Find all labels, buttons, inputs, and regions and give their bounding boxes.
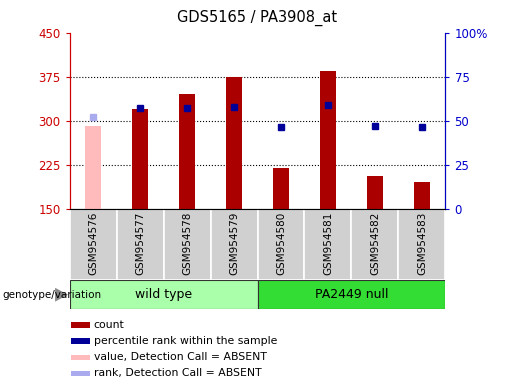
Bar <box>320 71 336 209</box>
Text: GSM954578: GSM954578 <box>182 212 192 275</box>
Text: count: count <box>94 320 125 330</box>
Bar <box>414 182 430 209</box>
Text: PA2449 null: PA2449 null <box>315 288 388 301</box>
Text: GSM954580: GSM954580 <box>276 212 286 275</box>
Bar <box>367 176 383 209</box>
Bar <box>71 323 90 328</box>
Bar <box>352 209 399 280</box>
Text: wild type: wild type <box>135 288 192 301</box>
Text: GDS5165 / PA3908_at: GDS5165 / PA3908_at <box>178 10 337 26</box>
Text: rank, Detection Call = ABSENT: rank, Detection Call = ABSENT <box>94 368 261 379</box>
Bar <box>258 280 445 309</box>
Text: genotype/variation: genotype/variation <box>3 290 101 300</box>
Bar <box>399 209 445 280</box>
Bar <box>116 209 164 280</box>
Bar <box>304 209 352 280</box>
Bar <box>226 77 242 209</box>
Text: GSM954576: GSM954576 <box>88 212 98 275</box>
Text: percentile rank within the sample: percentile rank within the sample <box>94 336 277 346</box>
Bar <box>71 371 90 376</box>
Bar <box>179 94 195 209</box>
Text: GSM954582: GSM954582 <box>370 212 380 275</box>
Text: GSM954581: GSM954581 <box>323 212 333 275</box>
Bar <box>164 209 211 280</box>
Text: GSM954579: GSM954579 <box>229 212 239 275</box>
Bar <box>71 355 90 360</box>
Bar <box>71 339 90 344</box>
Polygon shape <box>55 288 68 302</box>
Bar <box>70 209 116 280</box>
Bar <box>211 209 258 280</box>
Bar <box>273 168 289 209</box>
Bar <box>132 109 148 209</box>
Bar <box>70 280 258 309</box>
Text: GSM954583: GSM954583 <box>417 212 427 275</box>
Bar <box>85 126 101 209</box>
Text: GSM954577: GSM954577 <box>135 212 145 275</box>
Bar <box>258 209 304 280</box>
Text: value, Detection Call = ABSENT: value, Detection Call = ABSENT <box>94 352 267 362</box>
